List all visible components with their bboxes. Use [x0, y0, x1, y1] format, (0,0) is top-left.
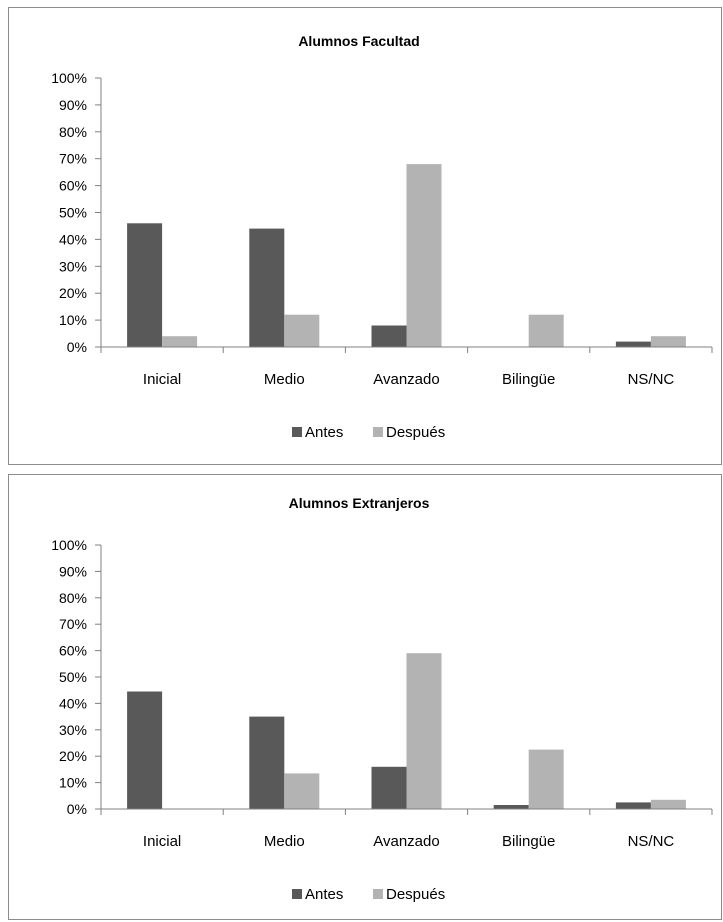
- x-tick-label: Bilingüe: [502, 833, 555, 850]
- bar-antes-nsnc: [615, 802, 651, 809]
- y-tick-label: 80%: [59, 124, 87, 140]
- y-tick-label: 30%: [59, 722, 87, 738]
- legend-label: Antes: [305, 886, 343, 903]
- legend-swatch: [292, 889, 302, 899]
- y-tick-label: 70%: [59, 616, 87, 632]
- y-tick-label: 60%: [59, 178, 87, 194]
- y-tick-label: 70%: [59, 151, 87, 167]
- bar-antes-nsnc: [615, 341, 651, 347]
- x-tick-label: Inicial: [143, 371, 181, 388]
- y-tick-label: 20%: [59, 285, 87, 301]
- y-tick-label: 40%: [59, 231, 87, 247]
- y-tick-label: 100%: [51, 70, 87, 86]
- y-tick-label: 100%: [51, 537, 87, 553]
- bar-despus-inicial: [162, 336, 198, 347]
- x-tick-label: Bilingüe: [502, 371, 555, 388]
- y-tick-label: 0%: [67, 801, 87, 817]
- chart-panel-facultad: Alumnos Facultad Inicial Medio Avanzado Bil…: [8, 7, 722, 465]
- x-tick-label: Avanzado: [373, 371, 439, 388]
- legend-label: Antes: [305, 424, 343, 441]
- bar-antes-avanzado: [371, 325, 407, 347]
- bar-despus-avanzado: [406, 164, 442, 347]
- y-tick-label: 50%: [59, 669, 87, 685]
- chart-extranjeros: Alumnos Extranjeros Inicial Medio Avanzado…: [51, 495, 713, 903]
- bar-despus-avanzado: [406, 653, 442, 809]
- bar-despus-nsnc: [650, 336, 686, 347]
- y-tick-label: 80%: [59, 590, 87, 606]
- bar-despus-bilinge: [528, 749, 564, 809]
- y-tick-label: 50%: [59, 205, 87, 221]
- y-tick-label: 20%: [59, 748, 87, 764]
- legend-label: Después: [386, 886, 445, 903]
- bar-antes-medio: [249, 716, 285, 809]
- x-tick-label: Medio: [264, 833, 305, 850]
- bar-antes-bilinge: [493, 805, 529, 809]
- y-tick-label: 10%: [59, 312, 87, 328]
- bar-antes-inicial: [127, 691, 163, 809]
- x-tick-label: NS/NC: [628, 371, 675, 388]
- y-tick-label: 90%: [59, 97, 87, 113]
- legend-label: Después: [386, 424, 445, 441]
- y-tick-label: 90%: [59, 563, 87, 579]
- x-tick-label: Medio: [264, 371, 305, 388]
- chart-title: Alumnos Extranjeros: [289, 495, 430, 511]
- legend-swatch: [373, 889, 383, 899]
- bar-despus-medio: [284, 773, 320, 809]
- bar-despus-bilinge: [528, 314, 564, 347]
- chart-panel-extranjeros: Alumnos Extranjeros Inicial Medio Avanzado…: [8, 474, 722, 920]
- bar-antes-avanzado: [371, 766, 407, 809]
- y-tick-label: 30%: [59, 258, 87, 274]
- y-tick-label: 10%: [59, 775, 87, 791]
- bar-antes-inicial: [127, 223, 163, 347]
- y-tick-label: 40%: [59, 695, 87, 711]
- y-tick-label: 0%: [67, 339, 87, 355]
- x-tick-label: Avanzado: [373, 833, 439, 850]
- legend-swatch: [373, 427, 383, 437]
- legend-swatch: [292, 427, 302, 437]
- x-tick-label: NS/NC: [628, 833, 675, 850]
- chart-facultad: Alumnos Facultad Inicial Medio Avanzado Bil…: [51, 33, 713, 441]
- y-tick-label: 60%: [59, 643, 87, 659]
- chart-title: Alumnos Facultad: [298, 33, 419, 49]
- bar-despus-medio: [284, 314, 320, 347]
- bar-despus-nsnc: [650, 799, 686, 809]
- bar-antes-medio: [249, 228, 285, 347]
- x-tick-label: Inicial: [143, 833, 181, 850]
